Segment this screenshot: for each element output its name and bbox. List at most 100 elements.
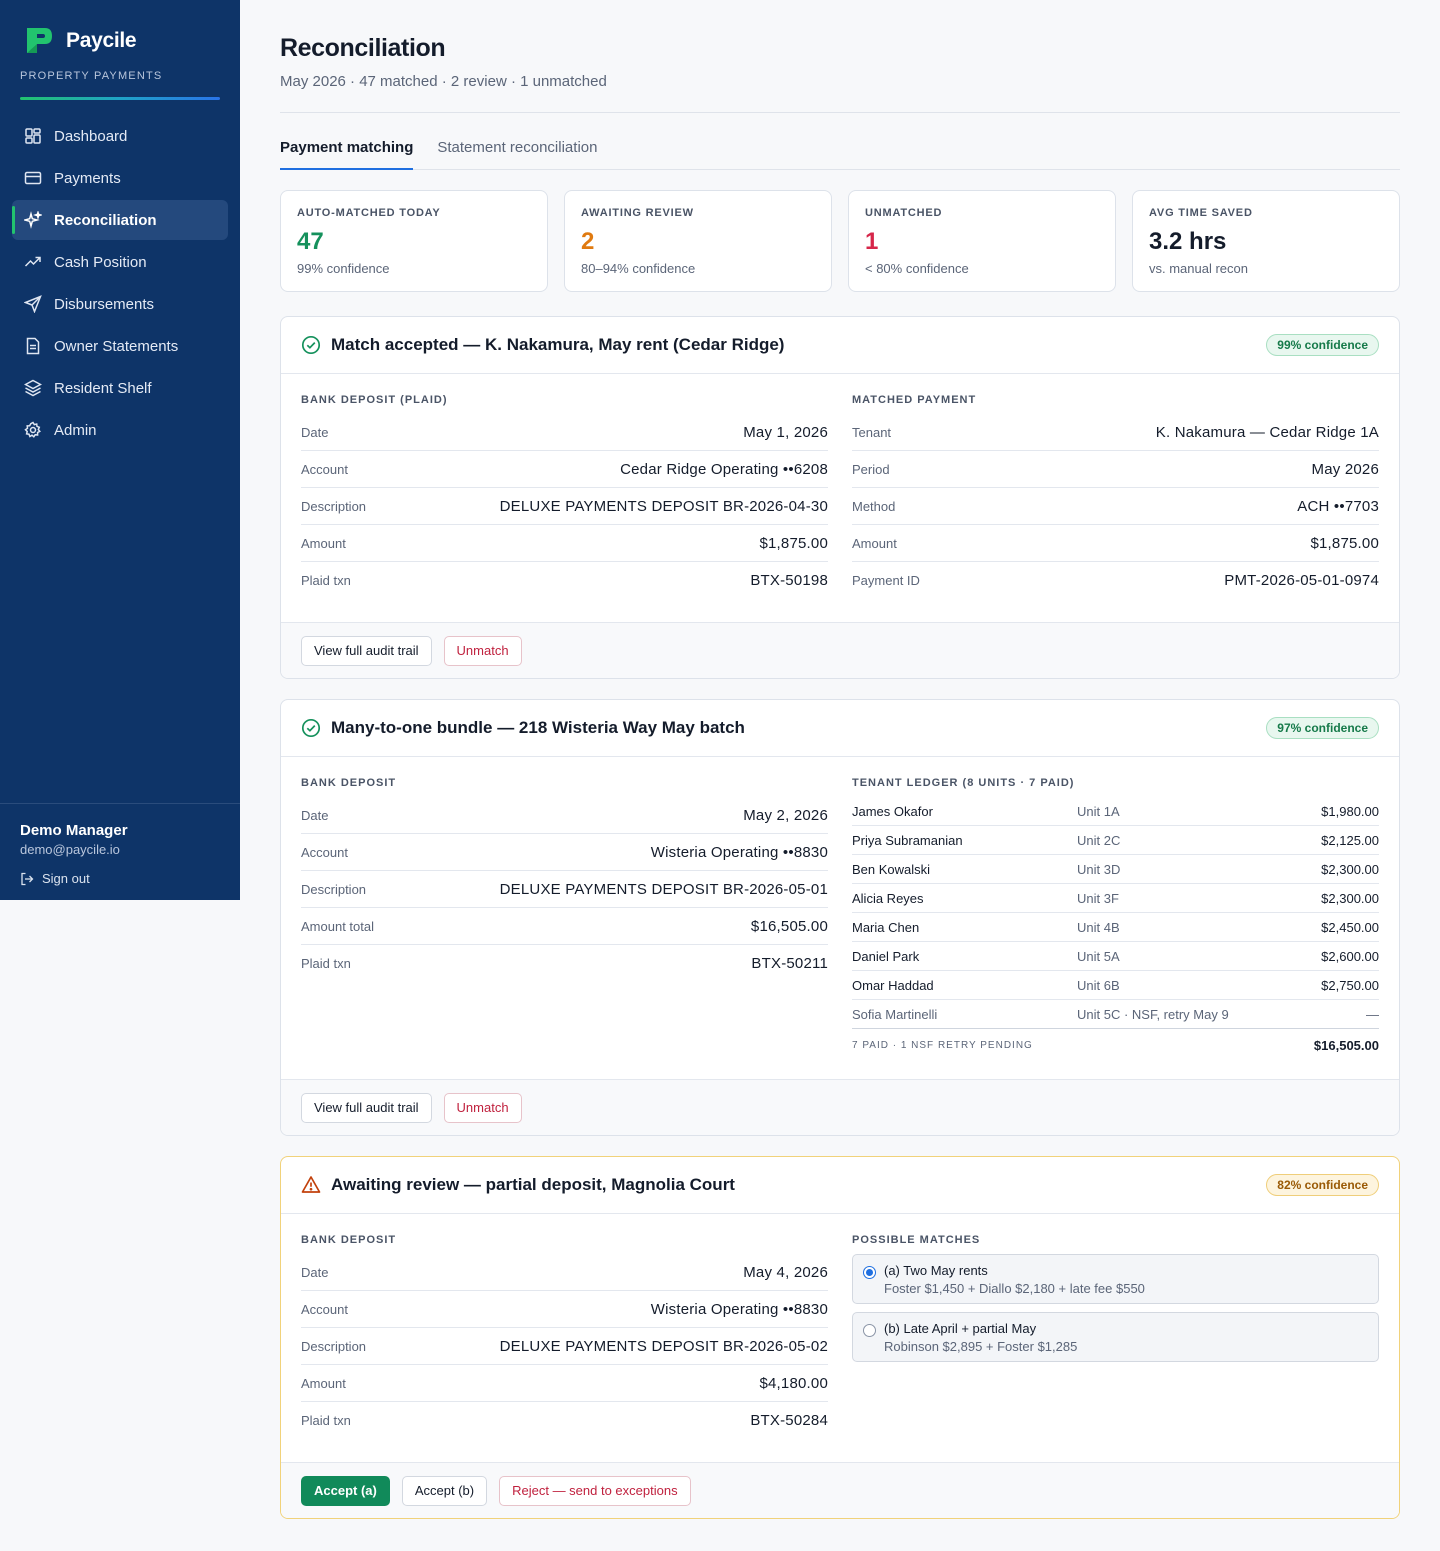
detail-key: Date [301, 807, 329, 823]
user-panel: Demo Manager demo@paycile.io Sign out [0, 803, 240, 886]
possible-matches-column: POSSIBLE MATCHES (a) Two May rents Foste… [852, 1234, 1379, 1439]
unmatch-button[interactable]: Unmatch [443, 635, 522, 666]
tenant-amount: $1,980.00 [1321, 803, 1379, 819]
column-label: BANK DEPOSIT (PLAID) [301, 394, 448, 406]
brand[interactable]: Paycile [24, 26, 137, 56]
column-label: MATCHED PAYMENT [852, 394, 977, 406]
sidebar-item-owner-statements[interactable]: Owner Statements [12, 326, 228, 366]
sidebar-item-resident-shelf[interactable]: Resident Shelf [12, 368, 228, 408]
accept-a-button[interactable]: Accept (a) [301, 1475, 390, 1506]
tenant-unit: Unit 1A [1077, 803, 1120, 819]
sidebar-item-label: Dashboard [54, 127, 128, 145]
detail-key: Amount total [301, 918, 374, 934]
card-header: Match accepted — K. Nakamura, May rent (… [281, 317, 1399, 374]
tab-statement-reconciliation[interactable]: Statement reconciliation [437, 139, 598, 156]
detail-value: K. Nakamura — Cedar Ridge 1A [1155, 423, 1379, 441]
tenant-amount: — [1366, 1006, 1379, 1022]
send-icon [24, 295, 42, 313]
match-card-bundle: Many-to-one bundle — 218 Wisteria Way Ma… [280, 699, 1400, 1136]
unmatch-button[interactable]: Unmatch [443, 1092, 522, 1123]
bank-deposit-column: BANK DEPOSIT (PLAID) Date May 1, 2026 Acc… [301, 394, 828, 599]
sidebar-item-label: Reconciliation [54, 211, 157, 229]
detail-key: Date [301, 1264, 329, 1280]
layers-icon [24, 379, 42, 397]
card-title: Awaiting review — partial deposit, Magno… [331, 1175, 735, 1194]
ledger-total-row: 7 PAID · 1 NSF RETRY PENDING $16,505.00 [852, 1028, 1379, 1062]
card-title: Match accepted — K. Nakamura, May rent (… [331, 335, 785, 354]
detail-key: Plaid txn [301, 956, 351, 971]
accept-b-button[interactable]: Accept (b) [401, 1475, 488, 1506]
detail-key: Plaid txn [301, 573, 351, 588]
option-description: Robinson $2,895 + Foster $1,285 [884, 1339, 1078, 1354]
stats-row: AUTO-MATCHED TODAY 47 99% confidence AWA… [280, 190, 1400, 292]
ledger-row: Sofia Martinelli Unit 5C · NSF, retry May… [852, 1000, 1379, 1029]
detail-value: May 1, 2026 [743, 423, 828, 441]
stat-note: vs. manual recon [1149, 261, 1248, 276]
tenant-name: Sofia Martinelli [852, 1006, 938, 1022]
confidence-badge: 99% confidence [1266, 334, 1379, 356]
ledger-row: Daniel Park Unit 5A $2,600.00 [852, 942, 1379, 971]
stat-card-auto-matched: AUTO-MATCHED TODAY 47 99% confidence [280, 190, 548, 292]
stat-label: AUTO-MATCHED TODAY [297, 207, 441, 219]
option-b-radio[interactable] [863, 1324, 876, 1337]
tab-payment-matching[interactable]: Payment matching [280, 125, 414, 170]
view-audit-trail-button[interactable]: View full audit trail [301, 635, 432, 666]
detail-key: Tenant [852, 424, 892, 440]
page-title: Reconciliation [280, 34, 446, 62]
stat-value: 1 [865, 228, 879, 255]
tenant-unit: Unit 5A [1077, 948, 1120, 964]
view-audit-trail-button[interactable]: View full audit trail [301, 1092, 432, 1123]
sidebar-item-reconciliation[interactable]: Reconciliation [12, 200, 228, 240]
detail-value: PMT-2026-05-01-0974 [1224, 572, 1379, 589]
column-label: POSSIBLE MATCHES [852, 1234, 981, 1246]
detail-row: Amount $1,875.00 [852, 525, 1379, 562]
detail-row: Plaid txn BTX-50198 [301, 562, 828, 599]
detail-key: Plaid txn [301, 1413, 351, 1428]
trend-icon [24, 256, 41, 267]
detail-value: $4,180.00 [759, 1374, 828, 1392]
ledger-row: Ben Kowalski Unit 3D $2,300.00 [852, 855, 1379, 884]
detail-row: Plaid txn BTX-50284 [301, 1402, 828, 1439]
detail-row: Description DELUXE PAYMENTS DEPOSIT BR-20… [301, 871, 828, 908]
sidebar: Paycile PROPERTY PAYMENTS Dashboard Paym… [0, 0, 240, 900]
brand-name: Paycile [66, 29, 137, 52]
sign-out-icon [21, 872, 34, 885]
stat-note: 99% confidence [297, 261, 390, 276]
warning-icon [301, 1176, 321, 1193]
detail-row: Amount $4,180.00 [301, 1365, 828, 1402]
detail-row: Account Wisteria Operating ••8830 [301, 1291, 828, 1328]
detail-row: Method ACH ••7703 [852, 488, 1379, 525]
detail-value: BTX-50284 [750, 1412, 828, 1429]
option-a-radio[interactable] [863, 1266, 876, 1279]
card-icon [24, 171, 42, 185]
option-title: (a) Two May rents [884, 1263, 988, 1278]
sidebar-item-disbursements[interactable]: Disbursements [12, 284, 228, 324]
detail-key: Account [301, 844, 348, 860]
detail-key: Account [301, 461, 348, 477]
sidebar-item-admin[interactable]: Admin [12, 410, 228, 450]
ledger-row: Priya Subramanian Unit 2C $2,125.00 [852, 826, 1379, 855]
detail-value: DELUXE PAYMENTS DEPOSIT BR-2026-05-02 [499, 1337, 828, 1355]
sidebar-item-payments[interactable]: Payments [12, 158, 228, 198]
detail-row: Plaid txn BTX-50211 [301, 945, 828, 982]
sidebar-item-label: Resident Shelf [54, 379, 152, 397]
bank-deposit-column: BANK DEPOSIT Date May 4, 2026 Account Wist… [301, 1234, 828, 1439]
reject-button[interactable]: Reject — send to exceptions [499, 1475, 691, 1506]
tenant-amount: $2,300.00 [1321, 890, 1379, 906]
tenant-amount: $2,300.00 [1321, 861, 1379, 877]
detail-row: Date May 2, 2026 [301, 797, 828, 834]
sparkle-icon [24, 211, 42, 229]
sign-out-link[interactable]: Sign out [20, 871, 220, 886]
ledger-total-amount: $16,505.00 [1313, 1038, 1379, 1053]
sidebar-item-cash-position[interactable]: Cash Position [12, 242, 228, 282]
tenant-ledger-column: TENANT LEDGER (8 UNITS · 7 PAID) James O… [852, 777, 1379, 1062]
detail-value: ACH ••7703 [1297, 497, 1379, 515]
column-label: BANK DEPOSIT [301, 1234, 397, 1246]
tenant-amount: $2,750.00 [1321, 977, 1379, 993]
sidebar-item-dashboard[interactable]: Dashboard [12, 116, 228, 156]
match-option-a[interactable]: (a) Two May rents Foster $1,450 + Diallo… [852, 1254, 1379, 1304]
tenant-name: Daniel Park [852, 948, 920, 964]
match-option-b[interactable]: (b) Late April + partial May Robinson $2… [852, 1312, 1379, 1362]
sidebar-item-label: Owner Statements [54, 337, 179, 355]
detail-value: May 2, 2026 [743, 806, 828, 824]
